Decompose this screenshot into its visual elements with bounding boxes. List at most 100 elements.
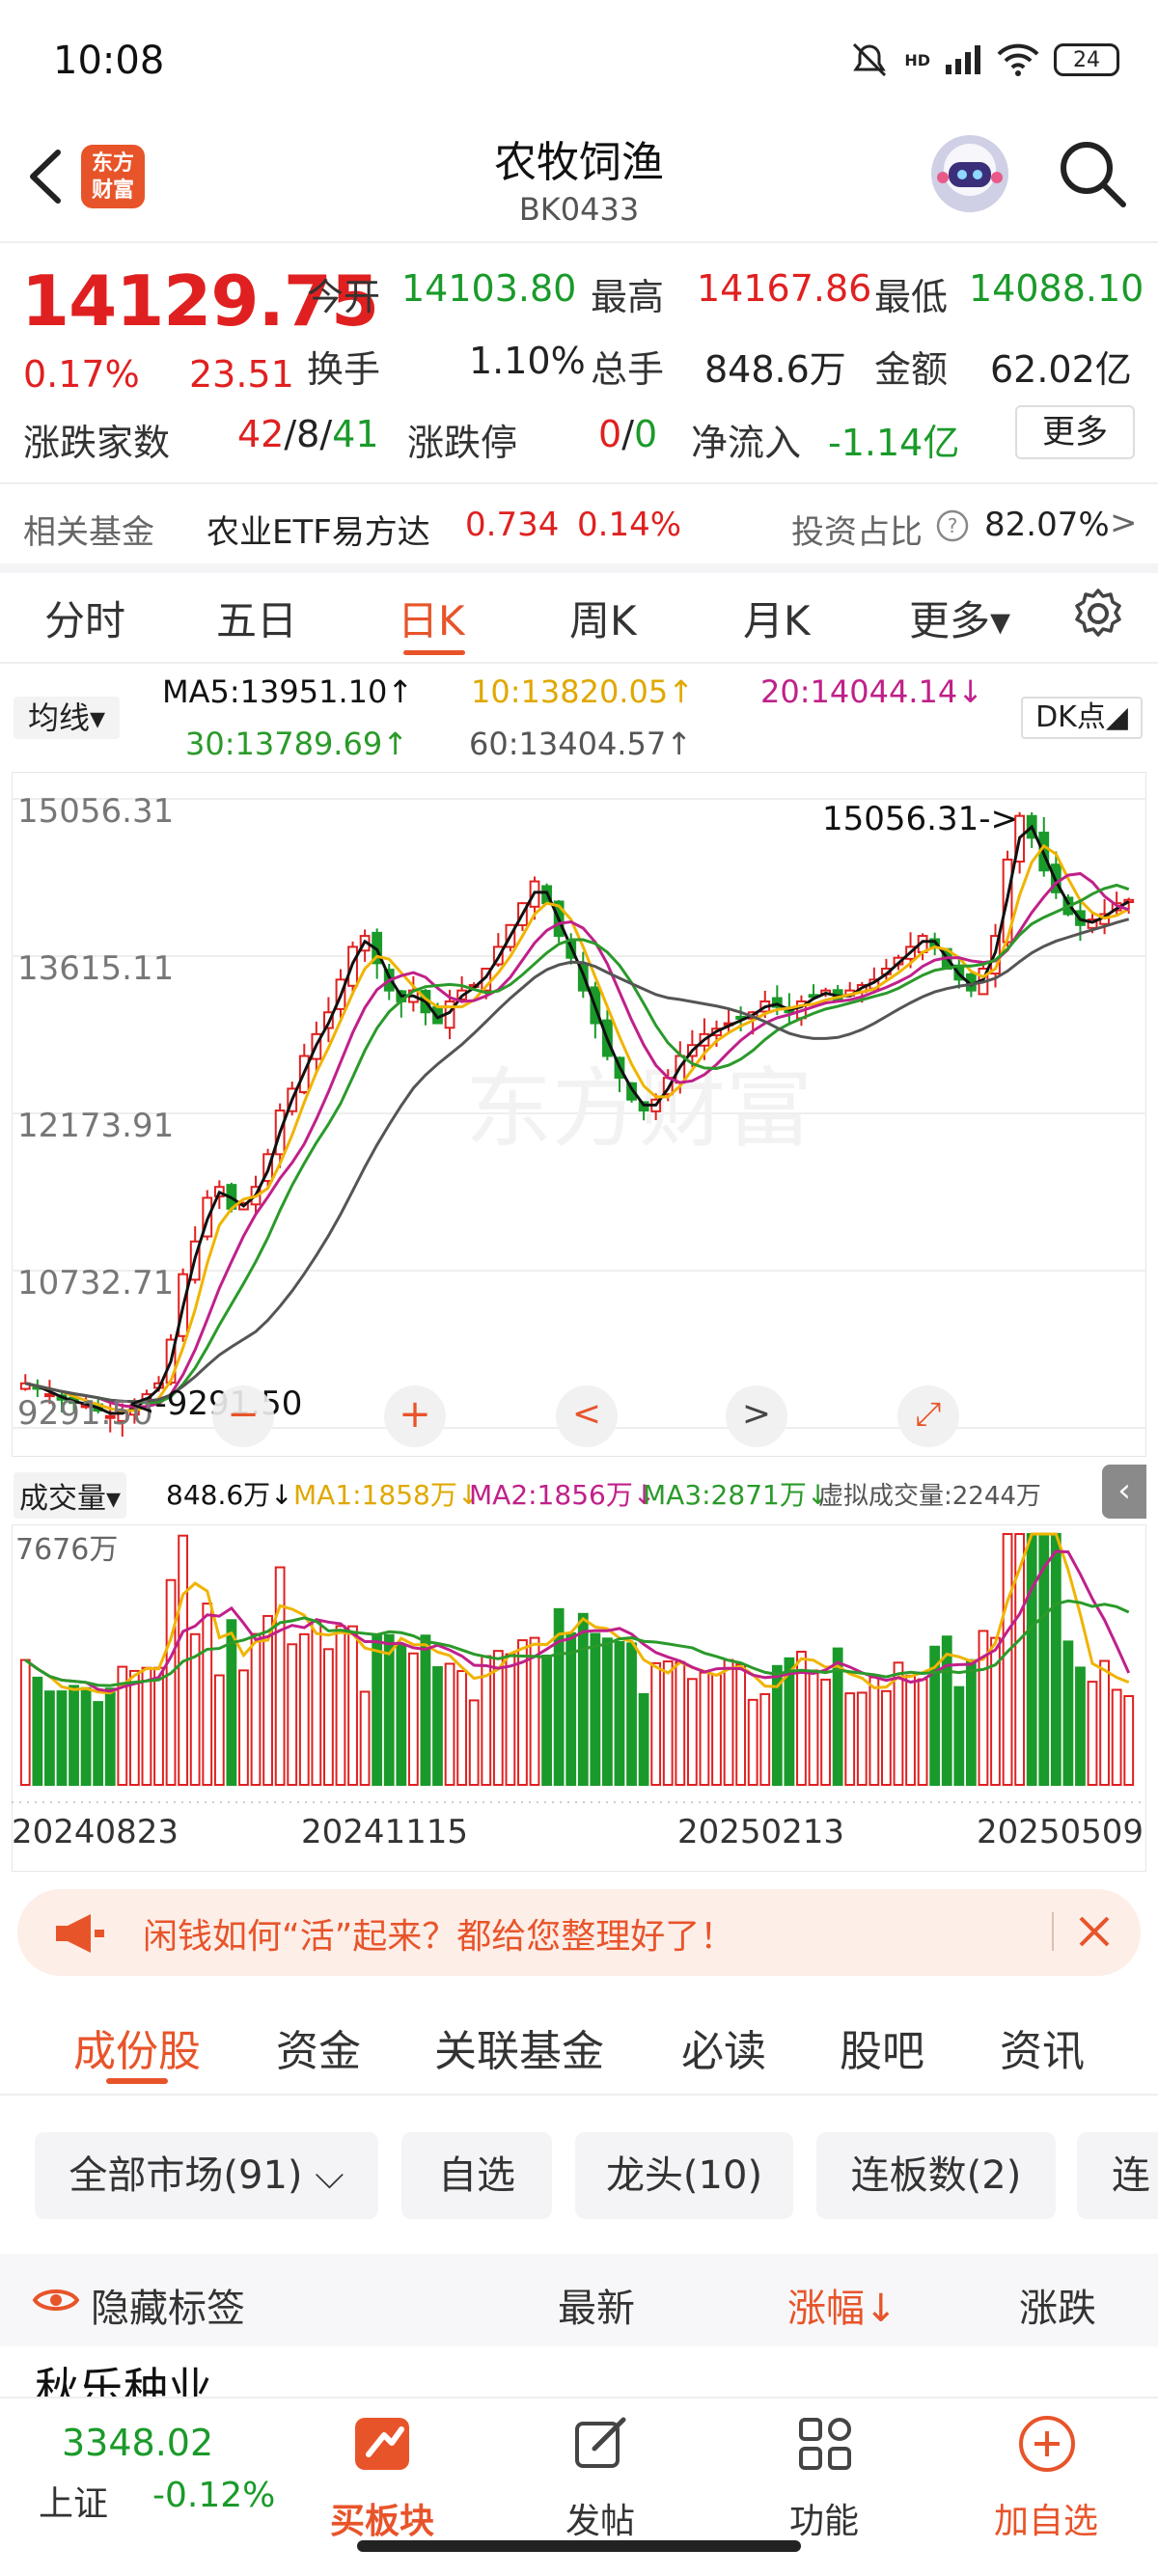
candle [771, 997, 783, 1008]
buy-sector-icon [355, 2418, 409, 2470]
dk-point-button[interactable]: DK点◢ [1021, 697, 1143, 739]
volume-bar [808, 1669, 819, 1786]
indicator-selector[interactable]: 均线▾ [14, 697, 120, 739]
volume-bar [735, 1663, 747, 1786]
volume-bar [529, 1636, 540, 1786]
tab-related-funds[interactable]: 关联基金 [434, 2027, 604, 2076]
promo-banner[interactable]: 闲钱如何“活”起来？都给您整理好了！ [17, 1889, 1141, 1976]
ma60-line [24, 918, 1130, 1404]
volume-bar [1087, 1681, 1098, 1786]
zoom-in-button[interactable]: + [384, 1385, 446, 1447]
volume-bar [1014, 1533, 1026, 1786]
hide-tags-toggle[interactable]: 隐藏标签 [91, 2287, 245, 2331]
volume-bar [202, 1603, 213, 1786]
more-button[interactable]: 更多 [1015, 405, 1135, 459]
chip-leaders[interactable]: 龙头(10) [575, 2132, 793, 2219]
edit-icon [575, 2417, 626, 2468]
limit-label: 涨跌停 [407, 422, 518, 464]
nav-post[interactable]: 发帖 [533, 2412, 668, 2566]
index-name: 上证 [39, 2484, 109, 2524]
fullscreen-button[interactable]: ⤢ [897, 1385, 959, 1447]
search-icon[interactable] [1054, 135, 1131, 212]
tab-weekly-k[interactable]: 周K [569, 597, 637, 644]
tab-intraday[interactable]: 分时 [44, 597, 126, 644]
volume-bar [226, 1619, 237, 1787]
tab-five-day[interactable]: 五日 [216, 597, 298, 644]
volume-bar [553, 1607, 565, 1787]
list-item[interactable]: 秋乐种业 [0, 2346, 1158, 2404]
close-icon[interactable] [1075, 1912, 1114, 1951]
zoom-out-button[interactable]: − [212, 1385, 274, 1447]
volume-bar [262, 1614, 273, 1786]
current-price: 14129.75 [21, 260, 379, 342]
column-latest[interactable]: 最新 [558, 2287, 635, 2331]
nav-buy-sector[interactable]: 买板块 [315, 2412, 450, 2566]
back-icon[interactable] [21, 143, 69, 210]
list-header: 隐藏标签 最新 涨幅↓ 涨跌 [0, 2254, 1158, 2346]
ma30-line [24, 883, 1130, 1405]
settings-gear-icon[interactable] [1071, 587, 1125, 641]
grid-icon [799, 2418, 851, 2470]
volume-selector[interactable]: 成交量▾ [14, 1472, 127, 1519]
ma30-value: 30:13789.69↑ [185, 726, 408, 762]
volume-bar [1111, 1688, 1122, 1786]
volume-bar [505, 1653, 516, 1786]
volume-bar [396, 1644, 407, 1786]
tab-more[interactable]: 更多▾ [909, 597, 1011, 644]
volume-bar [832, 1647, 843, 1786]
app-logo: 东方财富 [81, 145, 145, 208]
battery-icon: 24 [1054, 43, 1119, 76]
volume-bar [577, 1612, 589, 1786]
vol-ma1: MA1:1858万↓ [293, 1479, 481, 1511]
column-change-pct[interactable]: 涨幅↓ [787, 2287, 897, 2331]
tab-monthly-k[interactable]: 月K [743, 597, 811, 644]
vol-ma3-line [24, 1599, 1130, 1687]
tab-capital[interactable]: 资金 [276, 2027, 361, 2076]
tab-forum[interactable]: 股吧 [840, 2027, 924, 2076]
assistant-robot-icon[interactable] [931, 135, 1008, 212]
y-tick-label: 9291.50 [17, 1394, 153, 1433]
open-value: 14103.80 [401, 267, 577, 310]
nav-functions[interactable]: 功能 [757, 2412, 892, 2566]
volume-max-label: 7676万 [15, 1533, 118, 1567]
tab-news[interactable]: 资讯 [1000, 2027, 1085, 2076]
ratio-value: 82.07% [984, 506, 1110, 544]
column-change[interactable]: 涨跌 [1019, 2287, 1096, 2331]
collapse-panel-button[interactable]: ‹ [1102, 1465, 1146, 1519]
volume-bar [953, 1685, 965, 1786]
volume-value: 848.6万↓ [166, 1479, 293, 1511]
scroll-left-button[interactable]: < [556, 1385, 618, 1447]
breadth-sep: / [319, 413, 333, 455]
scroll-right-button[interactable]: > [726, 1385, 787, 1447]
index-value: 3348.02 [62, 2422, 214, 2464]
eye-icon[interactable] [33, 2285, 79, 2316]
related-fund-row[interactable]: 相关基金 农业ETF易方达 0.734 0.14% 投资占比 ? 82.07% … [0, 492, 1158, 560]
tab-constituents[interactable]: 成份股 [73, 2027, 201, 2076]
x-tick-label: 20240823 [12, 1813, 179, 1851]
vol-ma2: MA2:1856万↓ [469, 1479, 656, 1511]
volume-bar [881, 1689, 892, 1786]
low-value: 14088.10 [969, 267, 1144, 310]
volume-bar [1099, 1659, 1110, 1786]
nav-add-watchlist[interactable]: 加自选 [979, 2412, 1114, 2566]
kline-chart[interactable]: 东方财富 15056.3113615.1112173.9110732.71929… [12, 772, 1146, 1457]
volume-bar [250, 1632, 262, 1786]
help-icon[interactable]: ? [936, 509, 969, 542]
limit-down: 0 [634, 413, 658, 455]
tab-daily-k[interactable]: 日K [398, 597, 465, 644]
volume-bar [274, 1566, 286, 1787]
vol-ma1-line [24, 1532, 1130, 1695]
chip-all-markets[interactable]: 全部市场(91) ⌵ [35, 2132, 378, 2219]
chip-watchlist[interactable]: 自选 [401, 2132, 552, 2219]
high-label: 最高 [591, 276, 665, 318]
tab-must-read[interactable]: 必读 [681, 2027, 766, 2076]
volume-bar [868, 1676, 880, 1786]
mute-icon [853, 42, 887, 77]
volume-bar [298, 1632, 310, 1786]
chip-more[interactable]: 连 [1077, 2132, 1158, 2219]
vol-ma2-line [24, 1549, 1131, 1693]
chip-consecutive-limit[interactable]: 连板数(2) [816, 2132, 1056, 2219]
volume-bar [1062, 1640, 1074, 1787]
max-annotation: 15056.31-> [822, 800, 1018, 838]
volume-bar [565, 1631, 577, 1786]
